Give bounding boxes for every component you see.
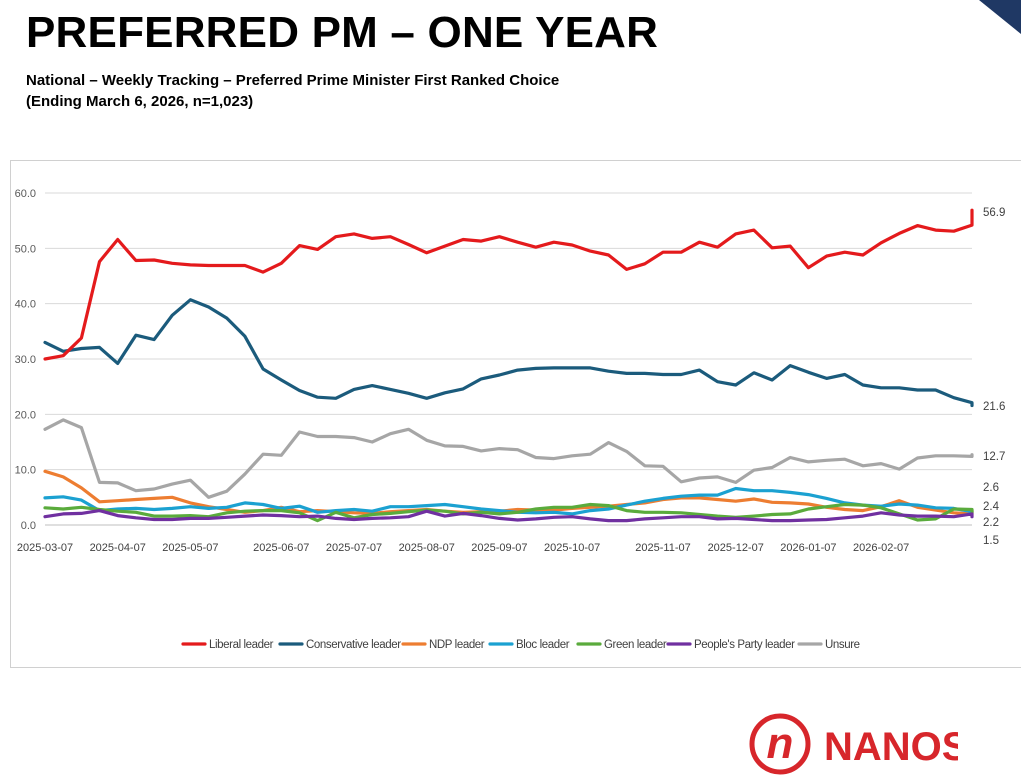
x-tick-label: 2025-10-07 [544, 542, 600, 554]
legend-item-unsure: Unsure [797, 639, 860, 651]
x-tick-label: 2025-06-07 [253, 542, 309, 554]
end-label-ndp-leader: 2.6 [983, 482, 999, 494]
series-line-bloc-leader [43, 486, 974, 516]
legend-item-green-leader: Green leader [576, 639, 667, 651]
series-line-conservative-leader [43, 298, 974, 408]
x-tick-label: 2026-01-07 [780, 542, 836, 554]
legend-label: Liberal leader [209, 639, 274, 651]
x-tick-label: 2026-02-07 [853, 542, 909, 554]
chart-subtitle: National – Weekly Tracking – Preferred P… [26, 70, 559, 112]
legend-label: People's Party leader [694, 639, 795, 651]
y-tick-label: 20.0 [15, 409, 36, 421]
x-axis-labels: 2025-03-07 2025-04-07 2025-05-07 2025-06-07… [17, 542, 909, 554]
y-tick-label: 10.0 [15, 465, 36, 477]
subtitle-line-2: (Ending March 6, 2026, n=1,023) [26, 93, 254, 110]
series-line-unsure [43, 418, 974, 499]
page-title: PREFERRED PM – ONE YEAR [26, 8, 659, 57]
end-label-unsure: 12.7 [983, 451, 1005, 463]
end-label-liberal-leader: 56.9 [983, 207, 1005, 219]
legend-item-people-s-party-leader: People's Party leader [666, 639, 796, 651]
legend: Liberal leader Conservative leader NDP lea… [181, 639, 860, 651]
logo-wordmark: NANOS [824, 725, 958, 769]
y-tick-label: 30.0 [15, 354, 36, 366]
legend-item-liberal-leader: Liberal leader [181, 639, 274, 651]
gridlines [45, 192, 972, 526]
legend-item-ndp-leader: NDP leader [401, 639, 485, 651]
x-tick-label: 2025-04-07 [90, 542, 146, 554]
legend-label: Bloc leader [516, 639, 570, 651]
legend-label: Conservative leader [306, 639, 401, 651]
y-axis-labels: 0.0 10.0 20.0 30.0 40.0 50.0 60.0 [15, 188, 36, 532]
series-line-ndp-leader [43, 469, 974, 516]
legend-item-bloc-leader: Bloc leader [488, 639, 570, 651]
x-tick-label: 2025-09-07 [471, 542, 527, 554]
y-tick-label: 60.0 [15, 188, 36, 200]
y-tick-label: 0.0 [21, 520, 36, 532]
end-label-conservative-leader: 21.6 [983, 401, 1005, 413]
logo-circle [749, 713, 811, 775]
x-tick-label: 2025-03-07 [17, 542, 73, 554]
series-line-liberal-leader [43, 208, 974, 361]
legend-item-conservative-leader: Conservative leader [278, 639, 402, 651]
logo-letter: n [767, 719, 794, 768]
y-tick-label: 40.0 [15, 299, 36, 311]
series-lines [43, 208, 974, 523]
series-line-green-leader [43, 502, 974, 523]
legend-label: Green leader [604, 639, 667, 651]
end-label-green-leader: 2.2 [983, 517, 999, 529]
end-label-people-s-party-leader: 1.5 [983, 535, 999, 547]
x-tick-label: 2025-12-07 [708, 542, 764, 554]
corner-decoration [979, 0, 1021, 34]
legend-label: Unsure [825, 639, 860, 651]
series-line-people-s-party-leader [43, 509, 974, 523]
x-tick-label: 2025-07-07 [326, 542, 382, 554]
legend-label: NDP leader [429, 639, 485, 651]
x-tick-label: 2025-08-07 [399, 542, 455, 554]
x-tick-label: 2025-05-07 [162, 542, 218, 554]
chart-frame [10, 160, 1021, 668]
x-tick-label: 2025-11-07 [635, 542, 690, 554]
end-value-labels: 56.9 21.6 12.7 2.6 2.4 2.2 1.5 [983, 207, 1005, 547]
y-tick-label: 50.0 [15, 243, 36, 255]
end-label-bloc-leader: 2.4 [983, 501, 1000, 513]
subtitle-line-1: National – Weekly Tracking – Preferred P… [26, 72, 560, 89]
nanos-logo: n NANOS [748, 712, 968, 776]
